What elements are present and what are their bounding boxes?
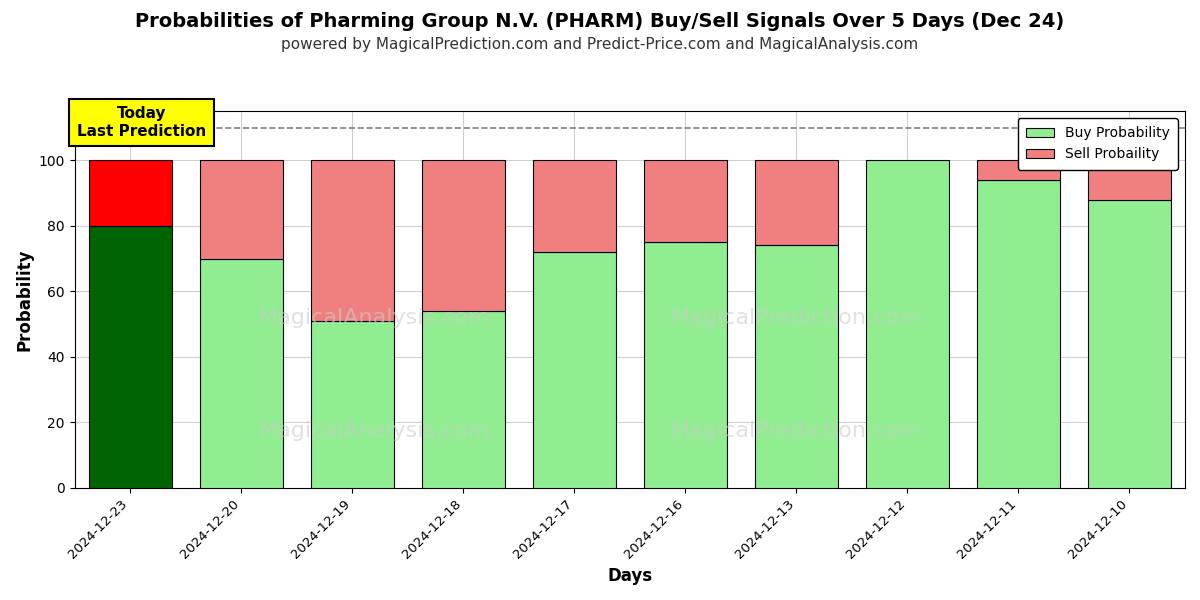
Bar xyxy=(755,245,838,488)
Bar xyxy=(1088,160,1171,200)
Bar xyxy=(643,160,727,242)
X-axis label: Days: Days xyxy=(607,567,653,585)
Bar xyxy=(977,180,1060,488)
Legend: Buy Probability, Sell Probaility: Buy Probability, Sell Probaility xyxy=(1018,118,1178,170)
Bar xyxy=(199,160,283,259)
Bar xyxy=(311,160,394,321)
Bar xyxy=(89,226,172,488)
Text: MagicalPrediction.com: MagicalPrediction.com xyxy=(671,421,922,442)
Bar xyxy=(89,160,172,226)
Text: MagicalAnalysis.com: MagicalAnalysis.com xyxy=(259,308,491,328)
Bar xyxy=(865,160,949,488)
Bar xyxy=(643,242,727,488)
Text: powered by MagicalPrediction.com and Predict-Price.com and MagicalAnalysis.com: powered by MagicalPrediction.com and Pre… xyxy=(281,37,919,52)
Text: MagicalPrediction.com: MagicalPrediction.com xyxy=(671,308,922,328)
Bar xyxy=(199,259,283,488)
Text: MagicalAnalysis.com: MagicalAnalysis.com xyxy=(259,421,491,442)
Bar xyxy=(533,252,616,488)
Text: Probabilities of Pharming Group N.V. (PHARM) Buy/Sell Signals Over 5 Days (Dec 2: Probabilities of Pharming Group N.V. (PH… xyxy=(136,12,1064,31)
Text: Today
Last Prediction: Today Last Prediction xyxy=(77,106,206,139)
Bar xyxy=(311,321,394,488)
Bar xyxy=(1088,200,1171,488)
Bar xyxy=(421,311,505,488)
Bar xyxy=(421,160,505,311)
Y-axis label: Probability: Probability xyxy=(16,248,34,351)
Bar xyxy=(533,160,616,252)
Bar xyxy=(755,160,838,245)
Bar xyxy=(977,160,1060,180)
